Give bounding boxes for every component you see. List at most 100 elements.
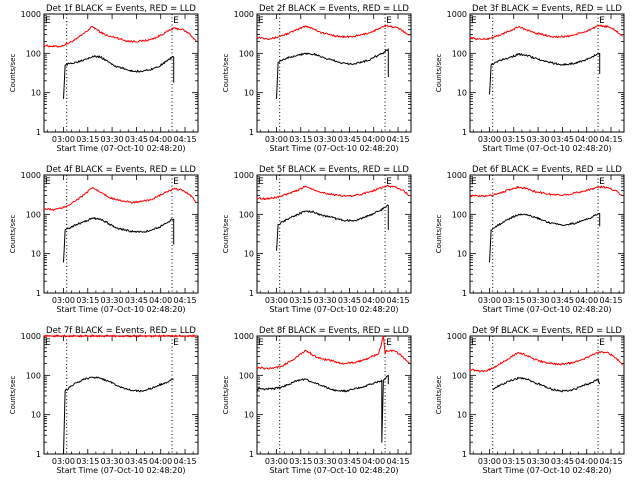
y-tick-label: 10 [457, 250, 467, 259]
lld-series-line [256, 335, 410, 370]
y-tick-label: 1000 [21, 10, 41, 19]
y-tick-label: 1000 [234, 171, 254, 180]
y-tick-label: 1000 [234, 332, 254, 341]
x-tick-label: 03:15 [76, 135, 99, 144]
y-tick-label: 10 [31, 89, 41, 98]
y-axis-label: Counts/sec [435, 54, 443, 93]
y-tick-label: 1 [36, 289, 41, 298]
marker-label: E [386, 338, 392, 348]
y-tick-label: 10 [244, 250, 254, 259]
x-tick-label: 03:15 [502, 457, 525, 466]
panel-title: Det 3f BLACK = Events, RED = LLD [472, 4, 622, 14]
x-tick-label: 03:15 [502, 296, 525, 305]
y-tick-label: 1000 [234, 10, 254, 19]
y-tick-label: 1 [462, 450, 467, 459]
marker-label: E [471, 16, 477, 26]
y-tick-label: 1 [249, 289, 254, 298]
x-tick-label: 04:00 [362, 457, 385, 466]
x-tick-label: 03:00 [265, 296, 288, 305]
marker-label: E [386, 177, 392, 187]
y-axis-label: Counts/sec [435, 376, 443, 415]
y-tick-label: 100 [239, 49, 254, 58]
lld-series-line [469, 351, 623, 373]
lld-series-line [43, 334, 197, 338]
x-tick-label: 03:00 [265, 457, 288, 466]
x-tick-label: 03:15 [289, 135, 312, 144]
marker-label: E [45, 338, 51, 348]
x-tick-label: 04:15 [387, 135, 410, 144]
lld-series-line [469, 185, 623, 198]
x-tick-label: 03:45 [125, 296, 148, 305]
panel-title: Det 9f BLACK = Events, RED = LLD [472, 326, 622, 336]
y-tick-label: 100 [239, 371, 254, 380]
marker-label: E [45, 16, 51, 26]
x-axis-label: Start Time (07-Oct-10 02:48:20) [482, 305, 611, 314]
x-tick-label: 04:00 [362, 135, 385, 144]
y-axis-label: Counts/sec [9, 54, 17, 93]
y-tick-label: 10 [457, 411, 467, 420]
x-tick-label: 04:00 [575, 135, 598, 144]
events-series-line [489, 52, 601, 95]
x-axis-label: Start Time (07-Oct-10 02:48:20) [269, 144, 398, 153]
y-axis-label: Counts/sec [9, 215, 17, 254]
x-tick-label: 03:30 [101, 457, 124, 466]
x-axis-label: Start Time (07-Oct-10 02:48:20) [269, 466, 398, 475]
panel-title: Det 5f BLACK = Events, RED = LLD [259, 165, 409, 175]
x-tick-label: 03:15 [289, 457, 312, 466]
y-tick-label: 1 [462, 128, 467, 137]
plot-frame [256, 335, 412, 455]
plot-frame [43, 174, 199, 294]
x-tick-label: 04:00 [149, 135, 172, 144]
y-tick-label: 1 [36, 128, 41, 137]
x-tick-label: 04:15 [174, 296, 197, 305]
y-axis-label: Counts/sec [222, 54, 230, 93]
panel-title: Det 1f BLACK = Events, RED = LLD [46, 4, 196, 14]
x-tick-label: 03:15 [76, 296, 99, 305]
y-tick-label: 100 [452, 210, 467, 219]
x-tick-label: 03:00 [52, 296, 75, 305]
panel-title: Det 2f BLACK = Events, RED = LLD [259, 4, 409, 14]
x-tick-label: 03:00 [52, 135, 75, 144]
x-tick-label: 03:30 [314, 457, 337, 466]
y-tick-label: 10 [31, 411, 41, 420]
marker-label: E [471, 338, 477, 348]
detector-panel: Det 3f BLACK = Events, RED = LLD 1 10 100 10… [435, 4, 625, 153]
detector-panel: Det 5f BLACK = Events, RED = LLD 1 10 100 10… [222, 165, 412, 314]
x-tick-label: 03:45 [125, 135, 148, 144]
marker-label: E [173, 177, 179, 187]
x-axis-label: Start Time (07-Oct-10 02:48:20) [56, 466, 185, 475]
x-tick-label: 03:15 [502, 135, 525, 144]
y-axis-label: Counts/sec [222, 376, 230, 415]
x-axis-label: Start Time (07-Oct-10 02:48:20) [482, 466, 611, 475]
panel-title: Det 6f BLACK = Events, RED = LLD [472, 165, 622, 175]
x-tick-label: 03:00 [478, 296, 501, 305]
x-axis-label: Start Time (07-Oct-10 02:48:20) [482, 144, 611, 153]
x-tick-label: 04:15 [600, 296, 623, 305]
x-tick-label: 03:30 [314, 135, 337, 144]
marker-label: E [258, 16, 264, 26]
lld-series-line [43, 187, 197, 211]
events-series-line [256, 374, 389, 443]
events-series-line [63, 376, 174, 455]
detector-panel: Det 4f BLACK = Events, RED = LLD 1 10 100 10… [9, 165, 199, 314]
y-tick-label: 1 [249, 128, 254, 137]
y-tick-label: 10 [244, 89, 254, 98]
plot-frame [256, 13, 412, 133]
x-tick-label: 04:15 [600, 135, 623, 144]
x-tick-label: 03:30 [527, 296, 550, 305]
y-tick-label: 100 [239, 210, 254, 219]
x-tick-label: 04:00 [362, 296, 385, 305]
x-tick-label: 03:30 [527, 135, 550, 144]
panel-title: Det 7f BLACK = Events, RED = LLD [46, 326, 196, 336]
lld-series-line [43, 26, 197, 48]
x-tick-label: 03:00 [478, 135, 501, 144]
x-tick-label: 04:00 [149, 296, 172, 305]
x-tick-label: 04:15 [174, 135, 197, 144]
x-axis-label: Start Time (07-Oct-10 02:48:20) [269, 305, 398, 314]
panel-title: Det 4f BLACK = Events, RED = LLD [46, 165, 196, 175]
y-tick-label: 1 [249, 450, 254, 459]
y-tick-label: 100 [452, 371, 467, 380]
y-tick-label: 1000 [447, 332, 467, 341]
y-tick-label: 10 [31, 250, 41, 259]
